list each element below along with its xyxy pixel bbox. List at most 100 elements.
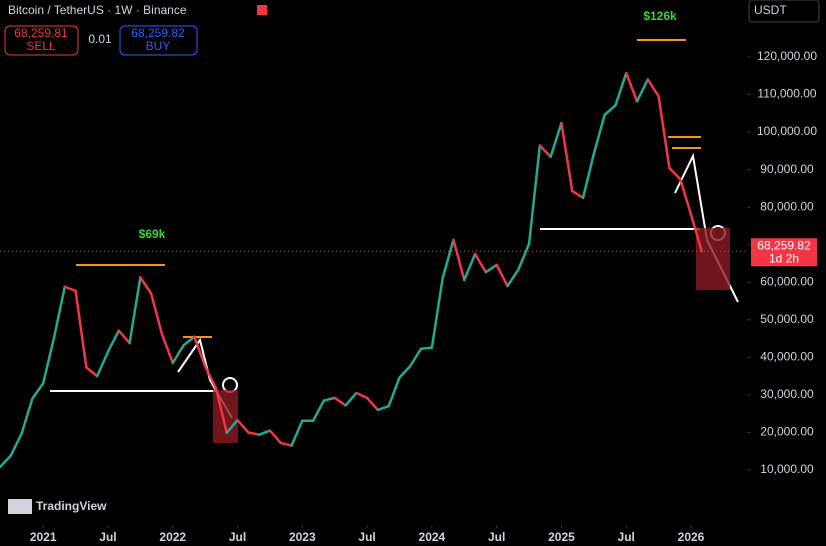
price-segment — [365, 396, 380, 412]
y-tick-label: 10,000.00 — [760, 462, 814, 476]
price-segment — [290, 419, 304, 447]
price-segment — [9, 432, 23, 457]
y-tick-label: 90,000.00 — [760, 162, 814, 176]
price-segment — [419, 346, 434, 350]
zone — [213, 390, 238, 443]
price-segment — [85, 366, 99, 378]
annotation: $126k — [643, 9, 677, 23]
price-segment — [452, 238, 466, 282]
price-segment — [20, 397, 34, 435]
annotation: $69k — [139, 227, 166, 241]
price-segment — [74, 289, 88, 369]
x-tick-label: Jul — [99, 530, 116, 544]
sell-price: 68,259.81 — [14, 26, 68, 40]
price-segment — [355, 391, 369, 400]
currency-box[interactable] — [748, 0, 820, 23]
x-tick-label: 2021 — [30, 530, 57, 544]
y-tick-label: 30,000.00 — [760, 387, 814, 401]
logo — [8, 499, 32, 514]
price-segment — [247, 431, 261, 436]
price-segment — [63, 285, 77, 293]
price-segment — [668, 166, 682, 181]
price-segment — [160, 332, 175, 365]
price-segment — [333, 396, 347, 407]
price-segment — [52, 285, 67, 340]
y-tick-label: 20,000.00 — [760, 425, 814, 439]
price-segment — [689, 213, 704, 253]
x-tick-label: Jul — [488, 530, 505, 544]
price-tag-countdown: 1d 2h — [769, 251, 799, 265]
price-segment — [495, 263, 509, 288]
buy-price: 68,259.82 — [131, 26, 185, 40]
price-tag — [751, 238, 817, 267]
price-segment — [430, 276, 444, 349]
x-tick-label: Jul — [618, 530, 635, 544]
price-segment — [506, 268, 520, 288]
price-segment — [517, 242, 531, 272]
price-segment — [387, 376, 401, 408]
price-segment — [527, 144, 542, 246]
price-segment — [463, 252, 477, 282]
y-tick-label: 110,000.00 — [757, 87, 816, 101]
price-segment — [149, 292, 164, 336]
y-tick-label: 50,000.00 — [760, 312, 814, 326]
buy-button[interactable] — [119, 25, 198, 56]
x-tick-label: 2022 — [159, 530, 186, 544]
x-tick-label: Jul — [229, 530, 246, 544]
price-segment — [560, 121, 574, 193]
sell-label: SELL — [26, 39, 56, 53]
price-segment — [538, 144, 552, 159]
chart-title: Bitcoin / TetherUS · 1W · Binance — [8, 3, 187, 17]
price-segment — [236, 418, 250, 434]
price-segment — [441, 238, 455, 280]
drawings — [50, 39, 739, 443]
price-segment — [0, 454, 13, 469]
price-segment — [311, 399, 326, 423]
price-segment — [624, 71, 639, 103]
price-segment — [484, 263, 498, 274]
flag-icon — [257, 5, 267, 15]
price-segment — [128, 276, 142, 345]
price-segment — [41, 336, 56, 385]
y-tick-label: 60,000.00 — [760, 274, 814, 288]
spread: 0.01 — [88, 32, 112, 46]
price-segment — [193, 335, 207, 368]
price-segment — [139, 276, 153, 295]
price-segment — [549, 121, 563, 159]
x-tick-label: 2025 — [548, 530, 575, 544]
price-segment — [279, 441, 293, 447]
price-segment — [31, 382, 45, 400]
price-segment — [268, 429, 282, 445]
price-segment — [409, 347, 423, 368]
price-segment — [106, 329, 121, 353]
price-segment — [117, 329, 131, 345]
x-tick-label: Jul — [358, 530, 375, 544]
y-tick-label: 120,000.00 — [757, 49, 817, 63]
currency: USDT — [754, 3, 787, 17]
price-segment — [225, 418, 239, 435]
price-segment — [657, 95, 671, 170]
price-segment — [182, 335, 196, 347]
plot — [0, 71, 704, 469]
price-segment — [322, 396, 336, 402]
price-segment — [678, 177, 693, 216]
sell-button[interactable] — [4, 25, 79, 56]
zone — [696, 228, 730, 290]
price-segment — [398, 364, 412, 379]
price-segment — [646, 78, 660, 98]
price-segment — [257, 429, 272, 436]
price-segment — [635, 78, 650, 103]
watermark: TradingView — [36, 499, 107, 513]
price-segment — [581, 152, 596, 200]
price-tag-label: 68,259.82 — [757, 238, 811, 252]
x-tick-label: 2026 — [678, 530, 705, 544]
price-segment — [376, 404, 390, 412]
price-segment — [614, 71, 628, 107]
x-tick-label: 2024 — [419, 530, 446, 544]
price-segment — [473, 252, 488, 274]
price-segment — [592, 113, 606, 156]
x-tick-label: 2023 — [289, 530, 316, 544]
price-segment — [171, 344, 185, 365]
